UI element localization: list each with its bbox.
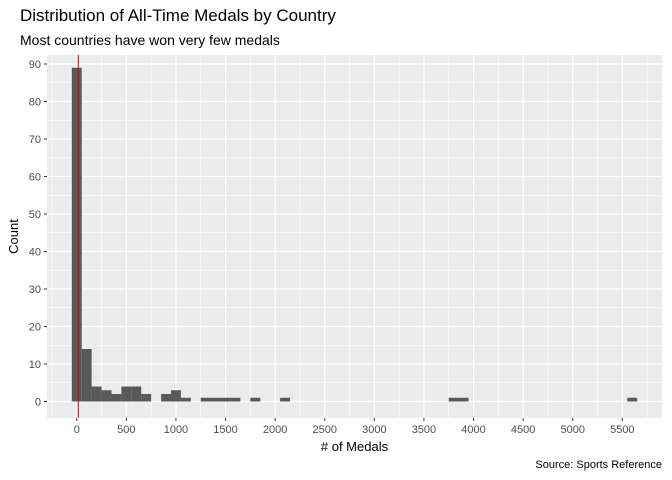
histogram-bar: [200, 397, 211, 402]
x-tick-label: 1500: [213, 424, 237, 436]
histogram-bar: [180, 397, 191, 402]
x-tick-label: 4500: [511, 424, 535, 436]
x-axis-ticks: 0 500 1000 1500 2000 2500 3000 3500 4000 4500 5000…: [74, 418, 635, 436]
histogram-bar: [448, 397, 459, 402]
x-tick-label: 5500: [610, 424, 634, 436]
histogram-bar: [161, 394, 171, 402]
y-tick-label: 40: [29, 247, 41, 259]
y-tick-label: 90: [29, 59, 41, 71]
y-tick-label: 70: [29, 134, 41, 146]
histogram-bars: [71, 67, 638, 402]
x-tick-label: 500: [117, 424, 135, 436]
histogram-bar: [170, 390, 181, 402]
x-tick-label: 0: [74, 424, 80, 436]
histogram-bar: [71, 67, 82, 402]
histogram-bar: [111, 394, 122, 402]
x-tick-label: 2500: [312, 424, 336, 436]
histogram-bar: [141, 394, 152, 402]
chart-caption: Source: Sports Reference: [535, 459, 662, 471]
x-tick-label: 3000: [362, 424, 386, 436]
y-axis-ticks: 0 10 20 30 40 50 60 70 80 90: [29, 59, 47, 409]
histogram-bar: [250, 397, 261, 402]
histogram-bar: [230, 397, 241, 402]
histogram-bar: [280, 397, 291, 402]
histogram-bar: [210, 397, 221, 402]
minor-gridlines: [47, 55, 662, 418]
histogram-bar: [81, 349, 92, 402]
histogram-bar: [131, 386, 142, 402]
y-tick-label: 80: [29, 97, 41, 109]
y-tick-label: 20: [29, 322, 41, 334]
chart-subtitle: Most countries have won very few medals: [20, 32, 280, 48]
x-tick-label: 4000: [461, 424, 485, 436]
chart-title: Distribution of All-Time Medals by Count…: [20, 6, 336, 25]
x-tick-label: 1000: [164, 424, 188, 436]
y-axis-title: Count: [6, 219, 21, 254]
y-tick-label: 50: [29, 209, 41, 221]
histogram-bar: [220, 397, 231, 402]
x-axis-title: # of Medals: [321, 439, 389, 454]
x-tick-label: 3500: [412, 424, 436, 436]
histogram-bar: [627, 397, 638, 402]
y-tick-label: 0: [35, 397, 41, 409]
x-tick-label: 5000: [560, 424, 584, 436]
histogram-bar: [101, 390, 112, 402]
histogram-bar: [121, 386, 132, 402]
x-tick-label: 2000: [263, 424, 287, 436]
y-tick-label: 10: [29, 359, 41, 371]
plot-panel: [47, 55, 662, 418]
y-tick-label: 60: [29, 172, 41, 184]
y-tick-label: 30: [29, 284, 41, 296]
histogram-bar: [458, 397, 469, 402]
histogram-bar: [91, 386, 102, 402]
